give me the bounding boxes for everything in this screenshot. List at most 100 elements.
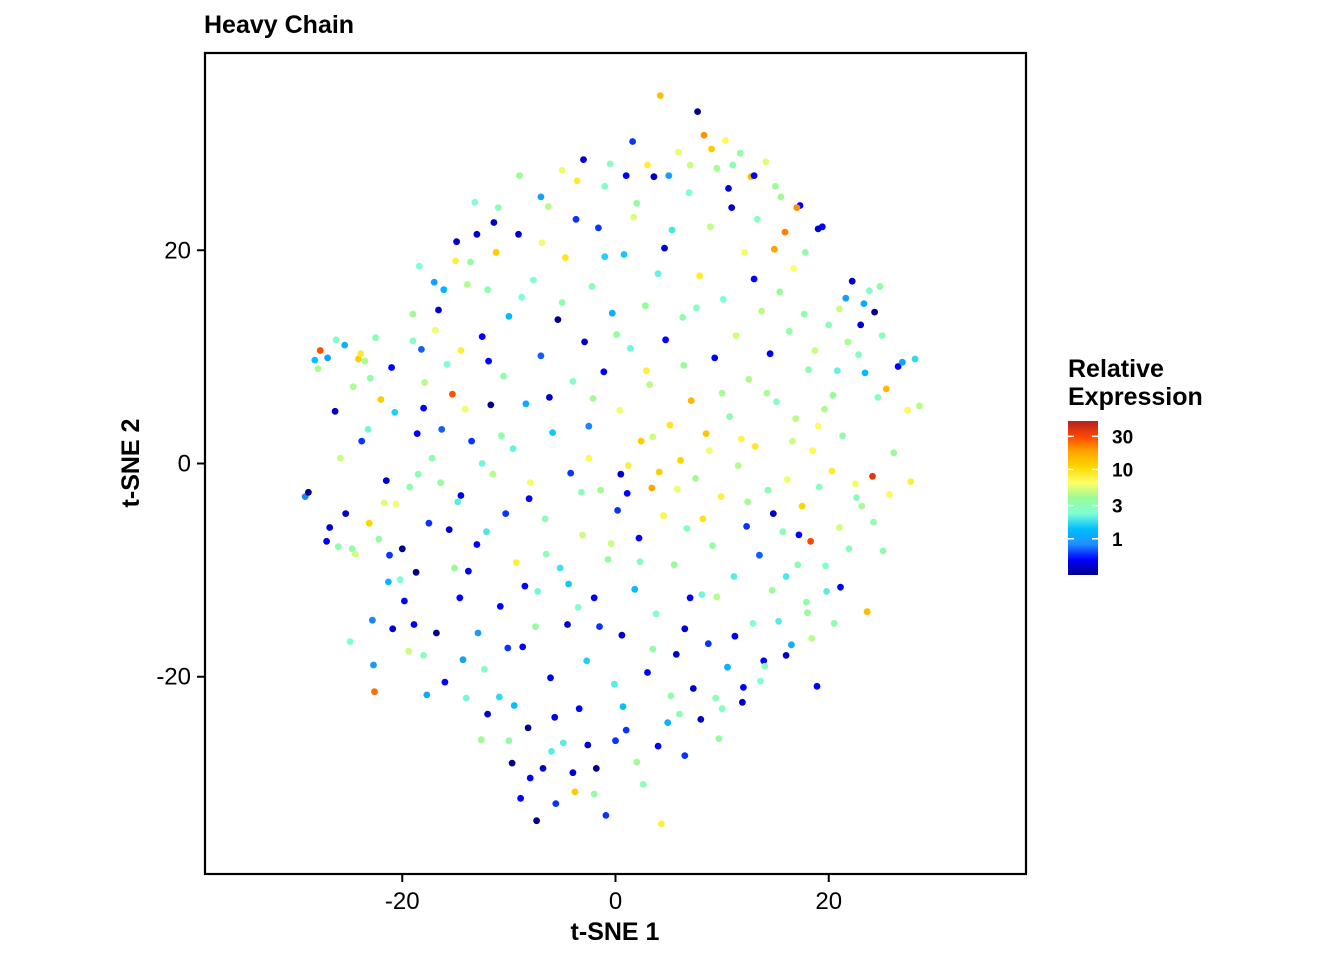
data-point (781, 228, 789, 236)
data-point (623, 490, 631, 497)
legend-tick-label: 3 (1112, 497, 1123, 518)
data-point (761, 662, 769, 670)
data-point (713, 164, 721, 172)
data-point (492, 249, 500, 256)
data-point (595, 224, 602, 232)
data-point (551, 713, 559, 721)
data-point (649, 433, 657, 441)
data-point (489, 470, 497, 478)
data-point (692, 475, 699, 482)
data-point (431, 326, 439, 334)
data-point (879, 547, 887, 555)
data-point (558, 299, 566, 306)
data-point (445, 526, 453, 533)
plot-frame (203, 51, 1028, 876)
data-point (670, 561, 678, 569)
data-point (644, 161, 651, 169)
data-point (764, 486, 772, 494)
data-point (631, 585, 639, 593)
data-point (750, 172, 758, 180)
data-point (588, 283, 596, 290)
data-point (718, 389, 726, 397)
data-point (613, 331, 620, 338)
data-point (874, 394, 882, 401)
data-point (454, 498, 462, 506)
legend-tick-label: 30 (1112, 427, 1133, 448)
data-point (608, 309, 616, 317)
data-point (788, 641, 795, 649)
data-point (811, 347, 819, 354)
data-point (413, 430, 421, 437)
data-point (711, 354, 719, 362)
data-point (574, 604, 582, 611)
data-point (667, 692, 675, 700)
data-point (556, 564, 564, 572)
data-point (324, 354, 331, 362)
data-point (420, 652, 427, 659)
data-point (461, 405, 469, 413)
data-point (771, 245, 778, 253)
data-point (848, 277, 856, 285)
data-point (478, 460, 486, 467)
data-point (825, 321, 833, 329)
data-point (468, 437, 475, 445)
data-point (385, 578, 392, 586)
data-point (522, 400, 530, 408)
data-point (612, 737, 619, 745)
data-point (904, 406, 911, 414)
data-point (606, 160, 614, 168)
data-point (795, 531, 803, 539)
data-point (800, 310, 808, 318)
data-point (804, 609, 811, 617)
data-point (776, 288, 784, 296)
data-point (537, 193, 545, 201)
data-point (552, 800, 560, 807)
data-point (502, 510, 510, 517)
data-point (617, 470, 625, 478)
data-point (833, 367, 841, 375)
data-point (538, 239, 546, 247)
data-point (534, 588, 542, 595)
data-point (406, 483, 414, 491)
data-point (579, 531, 586, 539)
data-point (420, 404, 427, 412)
data-point (855, 351, 862, 359)
data-point (495, 693, 503, 701)
data-point (837, 583, 844, 591)
data-point (496, 603, 504, 610)
data-point (548, 748, 555, 755)
data-point (559, 739, 567, 747)
data-point (715, 735, 723, 742)
data-point (334, 543, 342, 551)
data-point (456, 594, 464, 602)
data-point (596, 623, 603, 630)
data-point (425, 519, 433, 527)
data-point (871, 308, 878, 316)
data-point (680, 362, 688, 369)
data-point (693, 304, 700, 312)
data-point (601, 182, 609, 190)
data-point (894, 363, 902, 370)
data-point (562, 254, 569, 262)
y-tick-label: -20 (156, 664, 191, 691)
data-point (526, 479, 534, 487)
data-point (584, 741, 592, 749)
data-point (331, 407, 339, 415)
data-point (421, 379, 428, 386)
data-point (485, 357, 492, 365)
data-point (756, 551, 763, 559)
data-point (666, 421, 674, 429)
data-point (839, 432, 846, 440)
data-point (707, 223, 714, 231)
data-point (702, 430, 710, 437)
data-point (757, 677, 764, 685)
data-point (675, 148, 682, 156)
data-point (361, 357, 369, 365)
data-point (377, 396, 385, 403)
data-point (477, 736, 485, 744)
data-point (332, 336, 340, 344)
data-point (815, 483, 823, 491)
data-point (743, 523, 750, 530)
data-point (861, 369, 869, 377)
data-point (852, 480, 859, 488)
